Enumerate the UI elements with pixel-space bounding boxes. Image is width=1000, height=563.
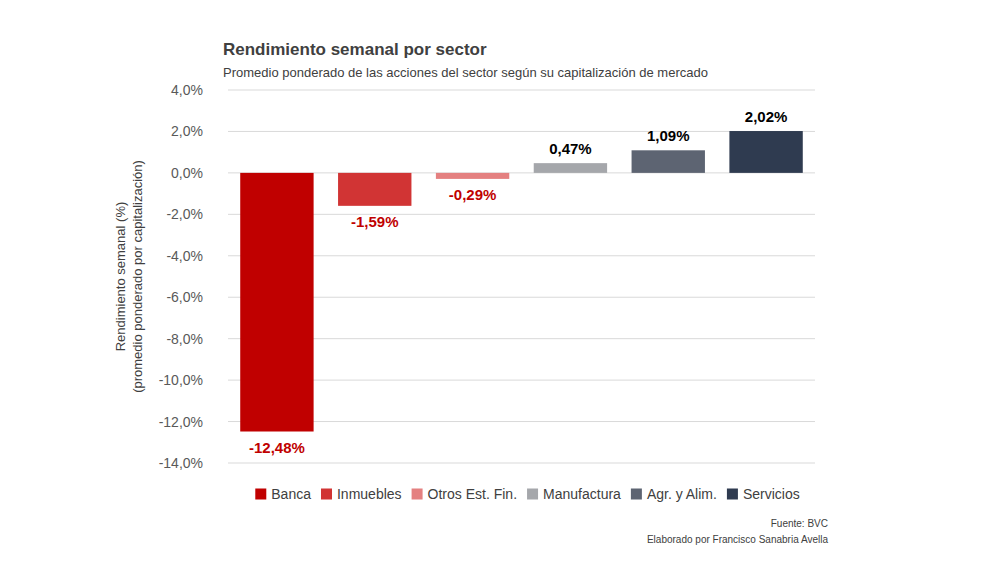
chart-container: Rendimiento semanal por sector Promedio p… (0, 0, 1000, 563)
legend-item: Otros Est. Fin. (412, 486, 517, 502)
data-label: 2,02% (745, 108, 788, 125)
data-label: 1,09% (647, 127, 690, 144)
legend-label: Banca (271, 486, 311, 502)
grid-line (228, 380, 815, 381)
legend: Banca Inmuebles Otros Est. Fin. Manufactura… (255, 486, 799, 502)
credit: Elaborado por Francisco Sanabria Avella (647, 534, 828, 545)
chart-svg: Rendimiento semanal por sector Promedio p… (0, 0, 1000, 563)
y-tick-label: 0,0% (171, 165, 203, 181)
bar (729, 131, 802, 173)
legend-label: Manufactura (543, 486, 621, 502)
bars (240, 131, 803, 431)
legend-label: Otros Est. Fin. (428, 486, 517, 502)
grid-line (228, 172, 815, 173)
legend-swatch (527, 489, 538, 500)
legend-swatch (412, 489, 423, 500)
background (0, 0, 1000, 563)
subtitle: Promedio ponderado de las acciones del s… (223, 65, 708, 80)
y-axis: -14,0% -12,0% -10,0% -8,0% -6,0% -4,0% -2,0% 0,… (159, 82, 203, 471)
data-label: -1,59% (351, 213, 399, 230)
grid-line (228, 255, 815, 256)
data-label: -0,29% (449, 186, 497, 203)
y-tick-label: 2,0% (171, 123, 203, 139)
legend-swatch (727, 489, 738, 500)
y-tick-label: -6,0% (166, 289, 203, 305)
grid (228, 90, 815, 463)
y-tick-label: -8,0% (166, 331, 203, 347)
grid-line (228, 90, 815, 91)
grid-line (228, 421, 815, 422)
bar (632, 150, 705, 173)
legend-label: Servicios (743, 486, 800, 502)
data-labels: -12,48% -1,59% -0,29% 0,47% 1,09% 2,02% (249, 108, 787, 455)
data-label: -12,48% (249, 439, 305, 456)
legend-item: Banca (255, 486, 311, 502)
grid-line (228, 297, 815, 298)
grid-line (228, 463, 815, 464)
data-label: 0,47% (549, 140, 592, 157)
legend-item: Inmuebles (321, 486, 402, 502)
legend-item: Servicios (727, 486, 800, 502)
y-tick-label: -14,0% (159, 455, 203, 471)
legend-swatch (631, 489, 642, 500)
legend-swatch (255, 489, 266, 500)
y-tick-label: -12,0% (159, 414, 203, 430)
bar (436, 173, 509, 179)
legend-item: Agr. y Alim. (631, 486, 717, 502)
bar (240, 173, 313, 432)
legend-swatch (321, 489, 332, 500)
bar (338, 173, 411, 206)
grid-line (228, 131, 815, 132)
grid-line (228, 214, 815, 215)
legend-item: Manufactura (527, 486, 621, 502)
y-tick-label: -10,0% (159, 372, 203, 388)
y-axis-label: (promedio ponderado por capitalización) (130, 160, 145, 393)
y-tick-label: -2,0% (166, 206, 203, 222)
source: Fuente: BVC (771, 518, 828, 529)
y-tick-label: -4,0% (166, 248, 203, 264)
bar (534, 163, 607, 173)
grid-line (228, 338, 815, 339)
title: Rendimiento semanal por sector (223, 40, 487, 59)
legend-label: Inmuebles (337, 486, 402, 502)
y-tick-label: 4,0% (171, 82, 203, 98)
y-axis-label: Rendimiento semanal (%) (113, 202, 128, 352)
legend-label: Agr. y Alim. (647, 486, 717, 502)
